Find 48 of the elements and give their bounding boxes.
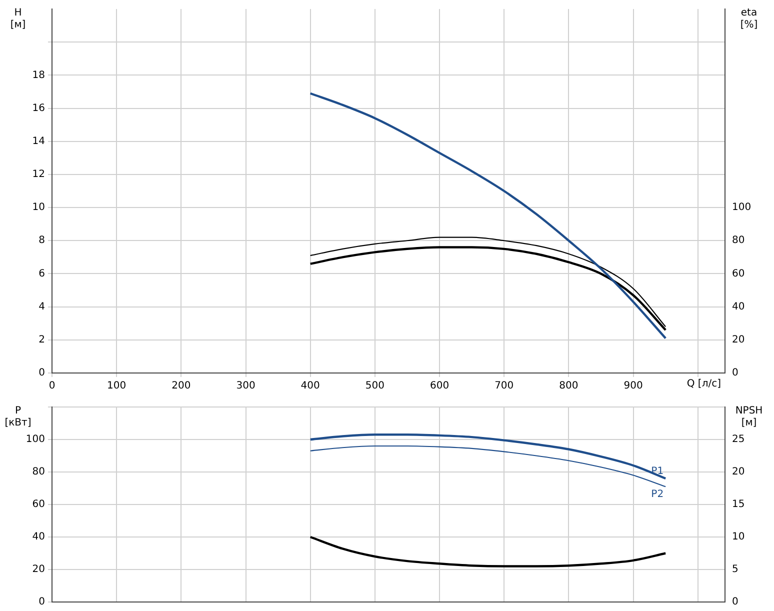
y-tick-label: 8 [38, 235, 45, 246]
y2-axis-title: eta [%] [740, 8, 758, 31]
y2-axis-title: NPSH [м] [735, 406, 763, 429]
y-tick-label: 80 [32, 466, 45, 478]
y-axis-title: H [м] [10, 8, 26, 31]
y2-tick-label: 25 [732, 434, 745, 446]
x-tick-label: 500 [365, 380, 384, 392]
line-series [309, 434, 667, 480]
x-tick-label: 300 [236, 380, 256, 392]
x-tick-label: 200 [172, 380, 191, 392]
y-tick-label: 10 [32, 202, 45, 214]
series-label: P2 [651, 489, 664, 500]
y-tick-label: 60 [32, 499, 45, 510]
y-tick-label: 100 [26, 434, 45, 446]
y2-tick-label: 60 [732, 268, 745, 280]
y-axis-title: P [кВт] [4, 406, 32, 429]
y2-tick-label: 5 [732, 564, 738, 576]
y2-tick-label: 15 [732, 499, 745, 510]
x-tick-label: 900 [624, 380, 643, 392]
y-tick-label: 4 [38, 301, 45, 312]
x-tick-label: 100 [107, 380, 126, 392]
line-series [309, 92, 667, 340]
y2-tick-label: 100 [732, 202, 752, 214]
y2-tick-label: 0 [732, 368, 738, 379]
y-tick-label: 6 [38, 268, 45, 280]
y2-tick-label: 10 [732, 532, 745, 543]
y-tick-label: 40 [32, 532, 45, 543]
y-tick-label: 12 [32, 169, 45, 180]
y-tick-label: 18 [32, 70, 45, 81]
y2-tick-label: 20 [732, 466, 745, 478]
y-tick-label: 20 [32, 564, 45, 576]
x-axis-title: Q [л/с] [686, 378, 722, 390]
y2-tick-label: 0 [732, 596, 738, 608]
y-tick-label: 16 [32, 102, 45, 114]
y2-tick-label: 80 [732, 235, 745, 246]
x-tick-label: 800 [559, 380, 578, 392]
y-tick-label: 14 [32, 136, 45, 147]
x-tick-label: 400 [300, 380, 320, 392]
y-tick-label: 0 [38, 368, 45, 379]
y2-tick-label: 20 [732, 334, 745, 346]
y2-tick-label: 40 [732, 301, 745, 312]
y-tick-label: 2 [38, 334, 45, 346]
line-series [310, 445, 666, 488]
line-series [309, 536, 667, 568]
y-tick-label: 0 [38, 596, 45, 608]
x-tick-label: 0 [48, 380, 56, 392]
x-tick-label: 600 [430, 380, 450, 392]
x-tick-label: 700 [494, 380, 514, 392]
